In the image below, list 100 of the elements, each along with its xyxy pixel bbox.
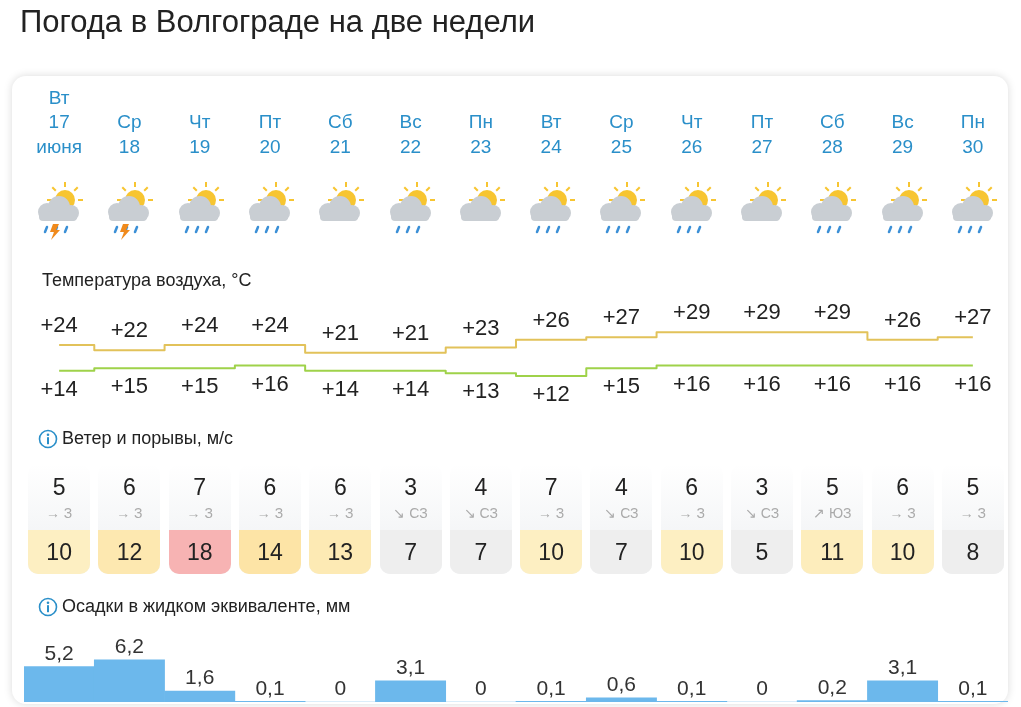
text: 7 bbox=[590, 530, 653, 574]
data-label: 3,1 bbox=[395, 655, 426, 679]
text: → З bbox=[326, 505, 355, 521]
data-label: +27 bbox=[954, 304, 992, 330]
text: 7 bbox=[379, 530, 442, 574]
data-label: 3,1 bbox=[887, 655, 918, 679]
text: → З bbox=[185, 505, 214, 521]
data-label: +12 bbox=[532, 380, 570, 406]
chart-title: Погода в Волгограде на две недели bbox=[20, 4, 536, 40]
data-label: +16 bbox=[673, 370, 711, 396]
x-tick-label: Вс 22 bbox=[399, 111, 422, 157]
data-label: 0,1 bbox=[958, 675, 988, 699]
data-label: +13 bbox=[462, 378, 500, 404]
data-label: 0,1 bbox=[536, 675, 566, 699]
text: → З bbox=[536, 505, 566, 521]
x-tick-label: Вт 24 bbox=[540, 111, 563, 157]
text: ↘ СЗ bbox=[743, 505, 781, 521]
chart-title: Осадки в жидком эквиваленте, мм bbox=[62, 596, 351, 617]
text: ↘ СЗ bbox=[392, 505, 429, 521]
data-label: +26 bbox=[532, 306, 570, 332]
x-tick-label: Сб 28 bbox=[819, 111, 845, 157]
text: 14 bbox=[239, 530, 301, 574]
data-label: 5,2 bbox=[44, 640, 74, 664]
text: → З bbox=[958, 505, 987, 521]
data-label: 0 bbox=[475, 676, 487, 700]
data-label: +16 bbox=[883, 370, 922, 396]
text: 6 bbox=[262, 474, 278, 501]
data-label: +27 bbox=[602, 304, 641, 330]
x-tick-label: Ср 25 bbox=[609, 111, 634, 157]
data-label: +23 bbox=[462, 314, 500, 340]
text: 11 bbox=[801, 530, 864, 574]
text: 10 bbox=[871, 530, 934, 574]
x-tick-label: Вт 17 июня bbox=[36, 86, 82, 157]
data-label: 0,2 bbox=[817, 674, 847, 698]
text: Ветер и порывы, м/с bbox=[62, 428, 234, 449]
text: 7 bbox=[543, 474, 559, 501]
data-label: 0,6 bbox=[606, 672, 637, 696]
bar bbox=[375, 680, 447, 702]
x-tick-label: Чт 26 bbox=[681, 111, 703, 157]
data-label: +16 bbox=[251, 370, 289, 396]
text: 6 bbox=[684, 474, 700, 501]
data-label: +22 bbox=[110, 317, 149, 343]
x-tick-label: Ср 18 bbox=[117, 111, 142, 157]
text: 5 bbox=[965, 474, 981, 501]
text: 12 bbox=[98, 530, 161, 574]
text: 6 bbox=[332, 474, 348, 501]
data-label: +14 bbox=[40, 375, 78, 401]
x-tick-label: Пт 20 bbox=[258, 111, 282, 157]
text: → З bbox=[44, 505, 74, 521]
text: 10 bbox=[660, 530, 723, 574]
text: 4 bbox=[473, 474, 489, 501]
data-label: +24 bbox=[181, 312, 219, 338]
text: 4 bbox=[614, 474, 629, 501]
text: 8 bbox=[941, 530, 1004, 574]
text: 6 bbox=[895, 474, 910, 501]
text: 18 bbox=[168, 530, 231, 574]
text: → З bbox=[677, 505, 706, 521]
text: 7 bbox=[449, 530, 512, 574]
data-label: +26 bbox=[883, 306, 922, 332]
text: 3 bbox=[403, 474, 418, 501]
data-label: +24 bbox=[40, 312, 78, 338]
data-label: +24 bbox=[251, 312, 289, 338]
text: → З bbox=[888, 505, 917, 521]
data-label: +15 bbox=[110, 373, 149, 399]
data-label: 1,6 bbox=[185, 665, 215, 689]
text: 6 bbox=[122, 474, 137, 501]
text: 3 bbox=[754, 474, 770, 501]
text: 7 bbox=[192, 474, 208, 501]
text: ↗ ЮЗ bbox=[812, 505, 853, 521]
data-label: +29 bbox=[813, 299, 851, 325]
text: 10 bbox=[28, 530, 91, 574]
text: ↘ СЗ bbox=[462, 505, 499, 521]
text: → З bbox=[115, 505, 144, 521]
data-label: +15 bbox=[602, 373, 641, 399]
x-tick-label: Чт 19 bbox=[189, 111, 211, 157]
text: 13 bbox=[309, 530, 372, 574]
x-tick-label: Сб 21 bbox=[327, 111, 353, 157]
data-label: +29 bbox=[673, 299, 711, 325]
data-label: +21 bbox=[321, 319, 359, 345]
data-label: +29 bbox=[743, 299, 781, 325]
data-label: 0,1 bbox=[677, 675, 707, 699]
data-label: +14 bbox=[391, 375, 430, 401]
x-tick-label: Вс 29 bbox=[891, 111, 914, 157]
data-label: +14 bbox=[321, 375, 359, 401]
data-label: +16 bbox=[743, 370, 781, 396]
text: → З bbox=[255, 505, 285, 521]
text: 5 bbox=[51, 474, 67, 501]
text: 5 bbox=[731, 530, 793, 574]
text: 10 bbox=[520, 530, 583, 574]
data-label: +16 bbox=[954, 370, 992, 396]
text: ↘ СЗ bbox=[603, 505, 640, 521]
data-label: 0 bbox=[334, 676, 347, 700]
data-label: 0 bbox=[756, 676, 768, 700]
data-label: +21 bbox=[391, 319, 430, 345]
x-tick-label: Пт 27 bbox=[750, 111, 774, 157]
text: 5 bbox=[824, 474, 840, 501]
data-label: +15 bbox=[181, 373, 219, 399]
chart-subtitle: Температура воздуха, °C bbox=[42, 270, 252, 291]
x-tick-label: Пн 23 bbox=[468, 111, 493, 157]
data-label: 6,2 bbox=[114, 634, 145, 658]
